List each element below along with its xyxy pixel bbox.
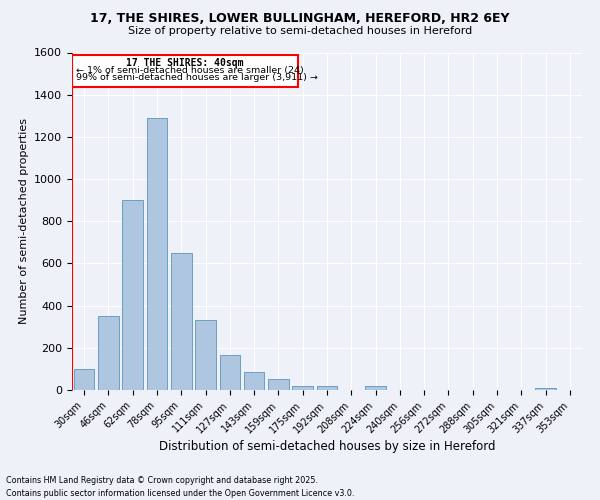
Bar — [535, 388, 556, 390]
Bar — [220, 355, 240, 390]
Y-axis label: Number of semi-detached properties: Number of semi-detached properties — [19, 118, 29, 324]
Bar — [74, 369, 94, 390]
Bar — [244, 372, 265, 390]
Text: ← 1% of semi-detached houses are smaller (24): ← 1% of semi-detached houses are smaller… — [76, 66, 304, 74]
Bar — [268, 380, 289, 390]
FancyBboxPatch shape — [72, 54, 298, 88]
Text: Contains HM Land Registry data © Crown copyright and database right 2025.
Contai: Contains HM Land Registry data © Crown c… — [6, 476, 355, 498]
Text: 99% of semi-detached houses are larger (3,911) →: 99% of semi-detached houses are larger (… — [76, 72, 317, 82]
Bar — [195, 320, 216, 390]
Bar — [146, 118, 167, 390]
Bar — [98, 316, 119, 390]
Bar — [317, 386, 337, 390]
Text: 17, THE SHIRES, LOWER BULLINGHAM, HEREFORD, HR2 6EY: 17, THE SHIRES, LOWER BULLINGHAM, HEREFO… — [90, 12, 510, 26]
Bar — [365, 386, 386, 390]
Bar — [171, 253, 191, 390]
Bar — [292, 386, 313, 390]
Text: Size of property relative to semi-detached houses in Hereford: Size of property relative to semi-detach… — [128, 26, 472, 36]
X-axis label: Distribution of semi-detached houses by size in Hereford: Distribution of semi-detached houses by … — [159, 440, 495, 454]
Bar — [122, 200, 143, 390]
Text: 17 THE SHIRES: 40sqm: 17 THE SHIRES: 40sqm — [126, 58, 244, 68]
